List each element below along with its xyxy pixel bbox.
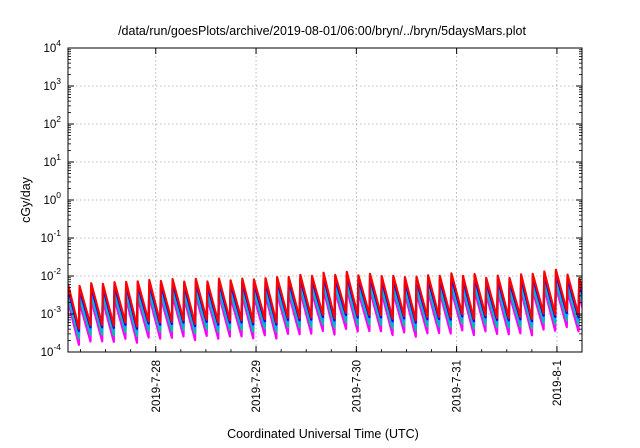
data-series: [68, 268, 582, 346]
y-tick-exponent: 1: [56, 152, 61, 162]
y-tick-label: 102: [43, 114, 61, 131]
x-axis-label: Coordinated Universal Time (UTC): [227, 427, 419, 441]
x-tick-label: 2019-8-1: [552, 360, 564, 406]
y-tick-exponent: 4: [56, 38, 61, 48]
y-tick-exponent: 3: [56, 76, 61, 86]
y-tick-label: 10-2: [41, 266, 62, 283]
y-tick-exponent: -3: [53, 304, 61, 314]
y-tick-exponent: -4: [53, 342, 61, 352]
x-tick-label: 2019-7-28: [151, 360, 163, 412]
y-tick-exponent: 2: [56, 114, 61, 124]
y-tick-label: 100: [43, 190, 61, 207]
x-tick-label: 2019-7-30: [351, 360, 363, 412]
series-line: [68, 268, 582, 330]
y-tick-label: 10-4: [41, 342, 62, 359]
y-tick-exponent: -1: [53, 228, 61, 238]
y-tick-label: 104: [43, 38, 61, 55]
y-tick-label: 103: [43, 76, 61, 93]
y-axis-label: cGy/day: [19, 176, 33, 223]
y-tick-label: 10-3: [41, 304, 62, 321]
y-tick-exponent: -2: [53, 266, 61, 276]
y-tick-label: 101: [43, 152, 61, 169]
y-tick-exponent: 0: [56, 190, 61, 200]
x-tick-label: 2019-7-29: [251, 360, 263, 412]
x-tick-label: 2019-7-31: [452, 360, 464, 412]
chart-title: /data/run/goesPlots/archive/2019-08-01/0…: [118, 24, 526, 38]
x-axis-ticks: 2019-7-28 2019-7-29 2019-7-30 2019-7-31 2019…: [80, 48, 583, 412]
y-tick-label: 10-1: [41, 228, 62, 245]
